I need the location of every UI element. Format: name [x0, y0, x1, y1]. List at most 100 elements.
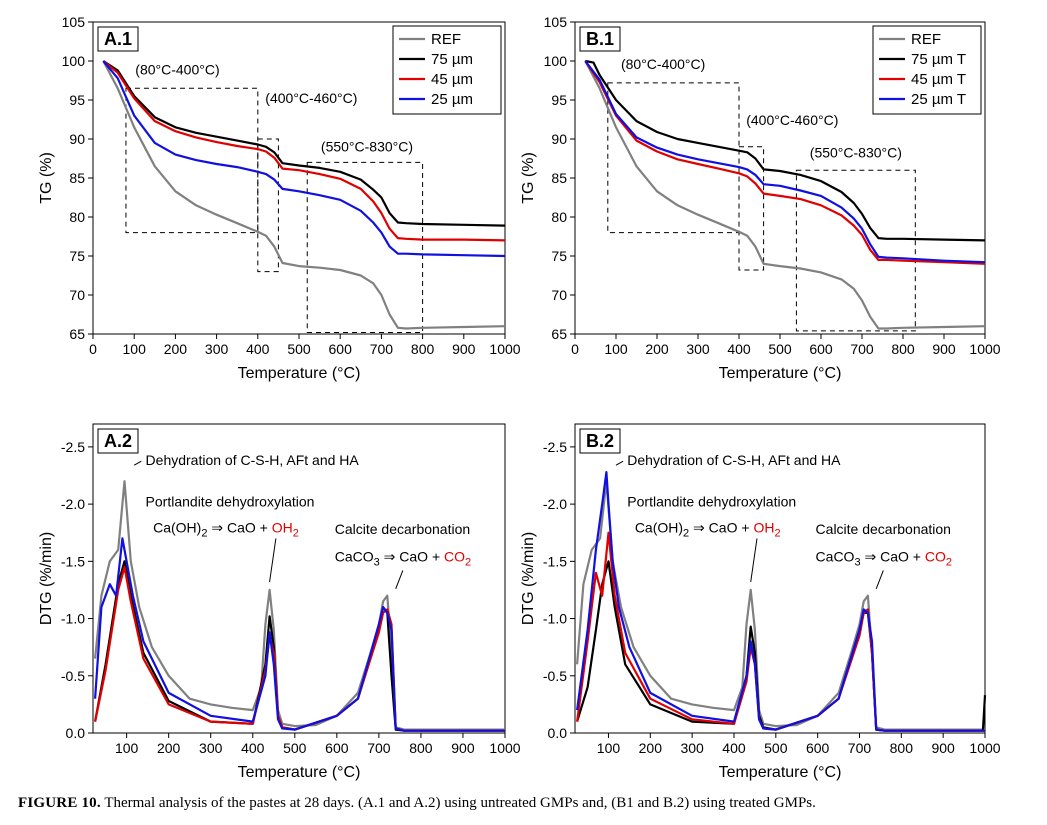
x-tick-label: 600 [325, 740, 349, 756]
y-tick-label: -0.5 [543, 668, 567, 684]
x-tick-label: 800 [891, 341, 915, 357]
panel-label: A.1 [104, 29, 132, 49]
y-tick-label: 100 [62, 53, 86, 69]
x-tick-label: 300 [680, 740, 704, 756]
range-label: (400°C-460°C) [265, 90, 357, 106]
x-tick-label: 0 [571, 341, 579, 357]
equation-part: OH [753, 520, 774, 536]
x-tick-label: 200 [639, 740, 663, 756]
y-axis-title: TG (%) [38, 152, 55, 204]
series-line [585, 59, 986, 242]
y-tick-label: 100 [544, 53, 568, 69]
series-line [102, 60, 506, 242]
panel-label-box [97, 26, 139, 52]
panel-label: B.1 [586, 29, 614, 49]
peak2-equation: Ca(OH)2 ⇒ CaO + OH2 [635, 520, 781, 540]
y-tick-label: -2.0 [543, 496, 567, 512]
x-tick-label: 400 [241, 740, 265, 756]
x-tick-label: 900 [932, 341, 956, 357]
equation-part: 2 [774, 528, 780, 540]
series-line [102, 60, 506, 330]
x-tick-label: 1000 [969, 740, 1000, 756]
range-box [125, 87, 259, 234]
range-label: (550°C-830°C) [810, 145, 902, 161]
range-box [738, 146, 765, 271]
series-line [94, 537, 505, 732]
range-box [306, 161, 424, 333]
x-axis-title: Temperature (°C) [719, 764, 842, 781]
peak1-arrow [615, 460, 624, 466]
legend-entry: 75 µm [431, 51, 473, 68]
equation-part: CO [925, 548, 946, 564]
peak3-title: Calcite decarbonation [816, 521, 951, 537]
equation-part: ⇒ CaO + [207, 520, 271, 536]
figure-caption: FIGURE 10. Thermal analysis of the paste… [18, 795, 1038, 812]
x-tick-label: 400 [722, 740, 746, 756]
y-tick-label: 90 [69, 131, 85, 147]
y-tick-label: -1.0 [543, 611, 567, 627]
equation-part: ⇒ CaO + [380, 548, 444, 564]
x-tick-label: 800 [409, 740, 433, 756]
y-tick-label: 0.0 [66, 725, 86, 741]
range-label: (550°C-830°C) [321, 138, 413, 154]
legend-entry: 75 µm T [911, 51, 966, 68]
y-axis-title: DTG (%/min) [520, 532, 537, 625]
x-tick-label: 700 [370, 341, 394, 357]
y-tick-label: 65 [69, 326, 85, 342]
x-tick-label: 400 [727, 341, 751, 357]
equation-part: ⇒ CaO + [861, 548, 925, 564]
series-line [584, 60, 986, 330]
peak1-label: Dehydration of C-S-H, AFt and HA [146, 452, 360, 468]
x-axis-title: Temperature (°C) [238, 764, 361, 781]
peak2-arrow [269, 538, 277, 583]
legend-entry: REF [431, 31, 461, 48]
series-line [94, 566, 505, 732]
plot-frame [92, 423, 506, 734]
peak3-equation: CaCO3 ⇒ CaO + CO2 [335, 548, 471, 568]
y-axis-title: TG (%) [520, 152, 537, 204]
y-tick-label: -2.5 [543, 439, 567, 455]
x-tick-label: 800 [411, 341, 435, 357]
panel-label-box [579, 428, 621, 454]
y-tick-label: 105 [544, 14, 568, 30]
series-line [576, 560, 987, 732]
x-tick-label: 200 [164, 341, 188, 357]
series-line [94, 480, 505, 731]
y-tick-label: 70 [551, 287, 567, 303]
x-tick-label: 600 [806, 740, 830, 756]
x-tick-label: 500 [287, 341, 311, 357]
x-tick-label: 300 [686, 341, 710, 357]
legend-entry: 45 µm [431, 71, 473, 88]
x-tick-label: 900 [452, 341, 476, 357]
peak3-arrow [875, 570, 884, 589]
peak1-arrow [133, 460, 142, 466]
y-tick-label: 75 [69, 248, 85, 264]
panel-label-box [579, 26, 621, 52]
x-tick-label: 700 [848, 740, 872, 756]
series-line [576, 480, 985, 731]
legend-entry: 25 µm [431, 91, 473, 108]
x-tick-label: 900 [451, 740, 475, 756]
range-label: (400°C-460°C) [746, 112, 838, 128]
legend-entry: REF [911, 31, 941, 48]
equation-part: 2 [465, 556, 471, 568]
equation-part: 2 [293, 528, 299, 540]
equation-part: Ca(OH) [635, 520, 683, 536]
chart-panel-b1: 0 100 200 300 400 500 600 700 800 900 1000 65 70 75 80… [520, 14, 1001, 382]
y-axis-title: DTG (%/min) [38, 532, 55, 625]
y-tick-label: -1.5 [61, 553, 85, 569]
equation-part: OH [272, 520, 293, 536]
peak3-equation: CaCO3 ⇒ CaO + CO2 [816, 548, 952, 568]
y-tick-label: -1.5 [543, 553, 567, 569]
legend-entry: 45 µm T [911, 71, 966, 88]
figure-caption-text: Thermal analysis of the pastes at 28 day… [104, 795, 816, 811]
x-tick-label: 400 [246, 341, 270, 357]
panel-label: A.2 [104, 431, 132, 451]
x-tick-label: 200 [157, 740, 181, 756]
y-tick-label: 95 [551, 92, 567, 108]
x-tick-label: 700 [367, 740, 391, 756]
y-tick-label: 90 [551, 131, 567, 147]
y-tick-label: -2.0 [61, 496, 85, 512]
x-tick-label: 500 [768, 341, 792, 357]
range-box [257, 138, 279, 273]
